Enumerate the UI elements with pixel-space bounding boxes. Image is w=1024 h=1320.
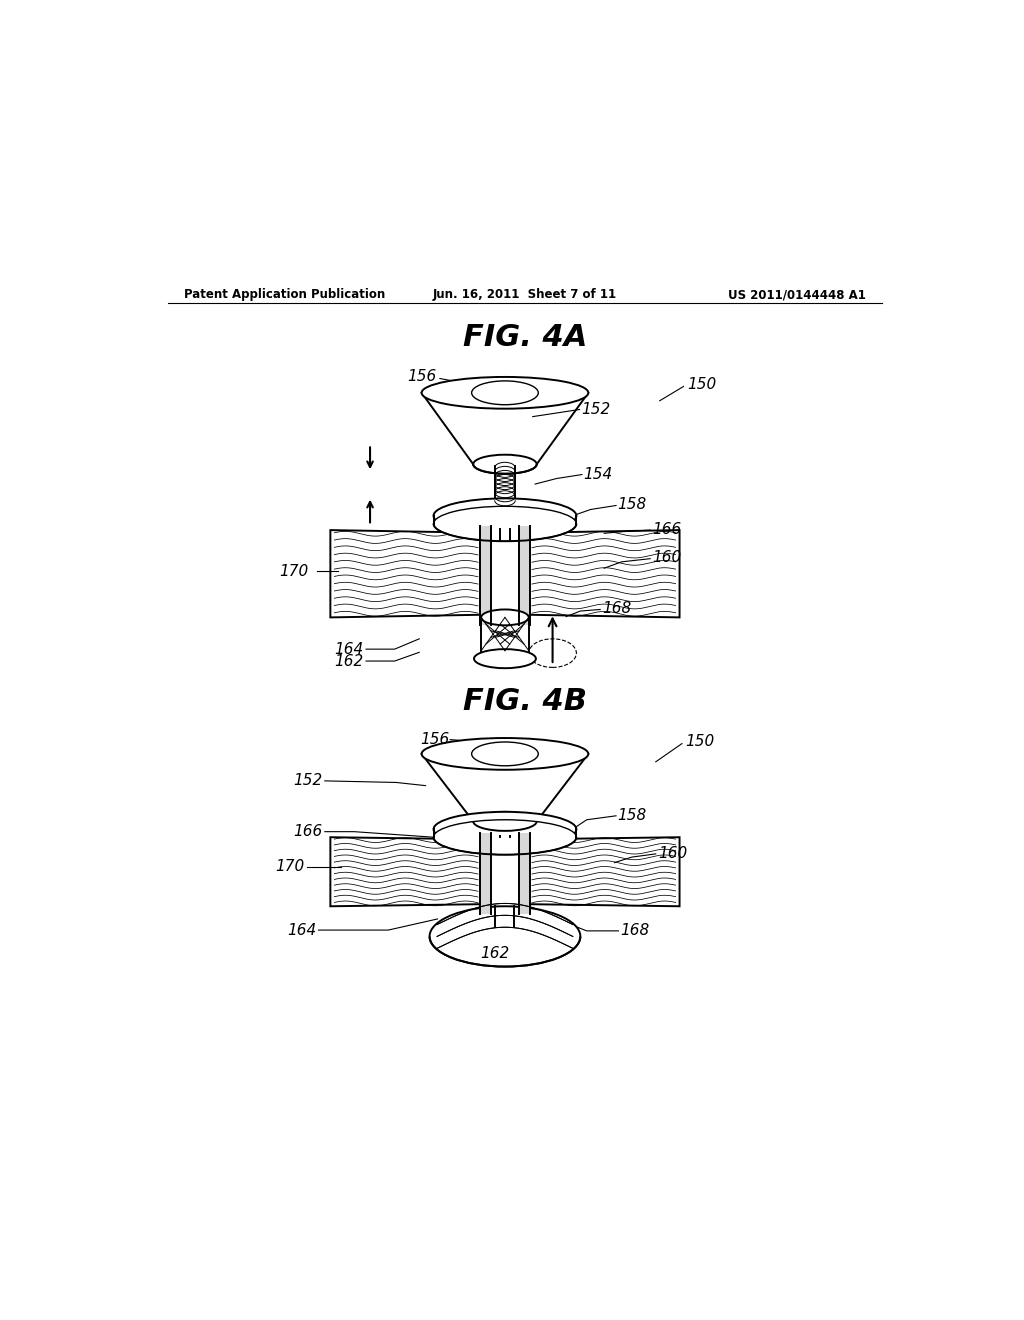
Ellipse shape — [481, 610, 528, 626]
Text: 164: 164 — [335, 642, 364, 656]
Bar — [480, 833, 490, 915]
Text: 168: 168 — [620, 923, 649, 937]
Text: 150: 150 — [687, 378, 717, 392]
Text: 156: 156 — [420, 733, 450, 747]
Ellipse shape — [472, 381, 539, 405]
Text: FIG. 4B: FIG. 4B — [463, 688, 587, 717]
Text: 166: 166 — [652, 521, 681, 537]
Text: Patent Application Publication: Patent Application Publication — [183, 288, 385, 301]
Text: 158: 158 — [617, 498, 647, 512]
Text: 156: 156 — [408, 370, 436, 384]
Text: US 2011/0144448 A1: US 2011/0144448 A1 — [728, 288, 866, 301]
Ellipse shape — [433, 499, 577, 533]
Text: 160: 160 — [652, 550, 681, 565]
Polygon shape — [529, 837, 680, 907]
Bar — [480, 527, 490, 626]
Bar — [519, 833, 529, 915]
Polygon shape — [331, 837, 480, 907]
Text: 154: 154 — [584, 467, 612, 482]
Text: Jun. 16, 2011  Sheet 7 of 11: Jun. 16, 2011 Sheet 7 of 11 — [433, 288, 616, 301]
Text: 162: 162 — [480, 946, 509, 961]
Text: 150: 150 — [685, 734, 715, 750]
Bar — [519, 527, 529, 626]
Text: 160: 160 — [658, 846, 687, 861]
Text: 152: 152 — [293, 774, 323, 788]
Text: 152: 152 — [582, 403, 610, 417]
Text: 162: 162 — [335, 653, 364, 668]
Text: 164: 164 — [287, 923, 316, 937]
Ellipse shape — [433, 812, 577, 846]
Text: 166: 166 — [293, 824, 323, 840]
Polygon shape — [331, 531, 480, 618]
Text: 170: 170 — [279, 564, 308, 579]
Ellipse shape — [430, 907, 581, 966]
Ellipse shape — [472, 742, 539, 766]
Ellipse shape — [422, 378, 588, 409]
Ellipse shape — [473, 454, 537, 474]
Ellipse shape — [433, 820, 577, 854]
Text: FIG. 4A: FIG. 4A — [463, 323, 587, 352]
Ellipse shape — [473, 812, 537, 830]
Text: 158: 158 — [617, 808, 647, 822]
Text: 168: 168 — [602, 601, 631, 616]
Ellipse shape — [433, 507, 577, 541]
Text: 170: 170 — [274, 859, 304, 874]
Polygon shape — [529, 531, 680, 618]
Ellipse shape — [422, 738, 588, 770]
Ellipse shape — [474, 649, 536, 668]
